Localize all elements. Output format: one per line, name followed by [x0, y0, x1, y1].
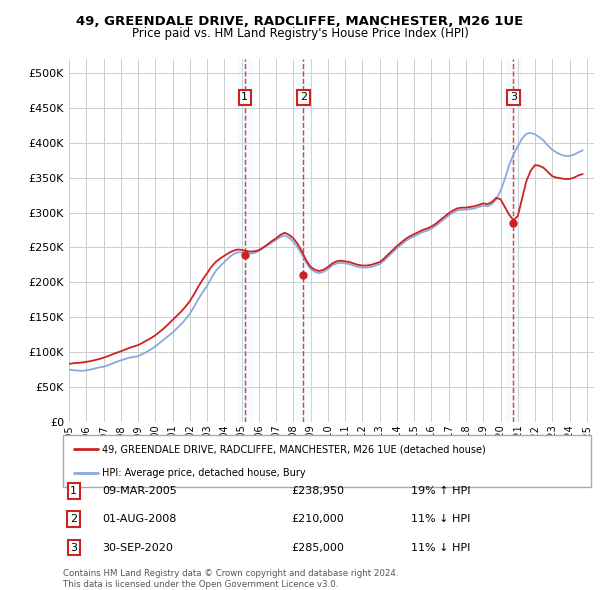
Text: 3: 3 [70, 543, 77, 552]
Text: 19% ↑ HPI: 19% ↑ HPI [411, 486, 470, 496]
Bar [238, 59, 252, 422]
Text: 1: 1 [70, 486, 77, 496]
Text: 49, GREENDALE DRIVE, RADCLIFFE, MANCHESTER, M26 1UE: 49, GREENDALE DRIVE, RADCLIFFE, MANCHEST… [76, 15, 524, 28]
Text: 01-AUG-2008: 01-AUG-2008 [102, 514, 176, 524]
Text: Contains HM Land Registry data © Crown copyright and database right 2024.: Contains HM Land Registry data © Crown c… [63, 569, 398, 578]
Bar [296, 59, 311, 422]
Text: 2: 2 [70, 514, 77, 524]
Text: 11% ↓ HPI: 11% ↓ HPI [411, 514, 470, 524]
Bar [506, 59, 521, 422]
Text: £238,950: £238,950 [291, 486, 344, 496]
Text: 1: 1 [241, 93, 248, 103]
Text: 11% ↓ HPI: 11% ↓ HPI [411, 543, 470, 552]
Text: 3: 3 [510, 93, 517, 103]
Text: 30-SEP-2020: 30-SEP-2020 [102, 543, 173, 552]
Text: £210,000: £210,000 [291, 514, 344, 524]
Text: 49, GREENDALE DRIVE, RADCLIFFE, MANCHESTER, M26 1UE (detached house): 49, GREENDALE DRIVE, RADCLIFFE, MANCHEST… [102, 444, 486, 454]
Text: 09-MAR-2005: 09-MAR-2005 [102, 486, 177, 496]
Text: 2: 2 [300, 93, 307, 103]
Text: This data is licensed under the Open Government Licence v3.0.: This data is licensed under the Open Gov… [63, 579, 338, 589]
Text: £285,000: £285,000 [291, 543, 344, 552]
Text: HPI: Average price, detached house, Bury: HPI: Average price, detached house, Bury [102, 468, 305, 478]
Text: Price paid vs. HM Land Registry's House Price Index (HPI): Price paid vs. HM Land Registry's House … [131, 27, 469, 40]
